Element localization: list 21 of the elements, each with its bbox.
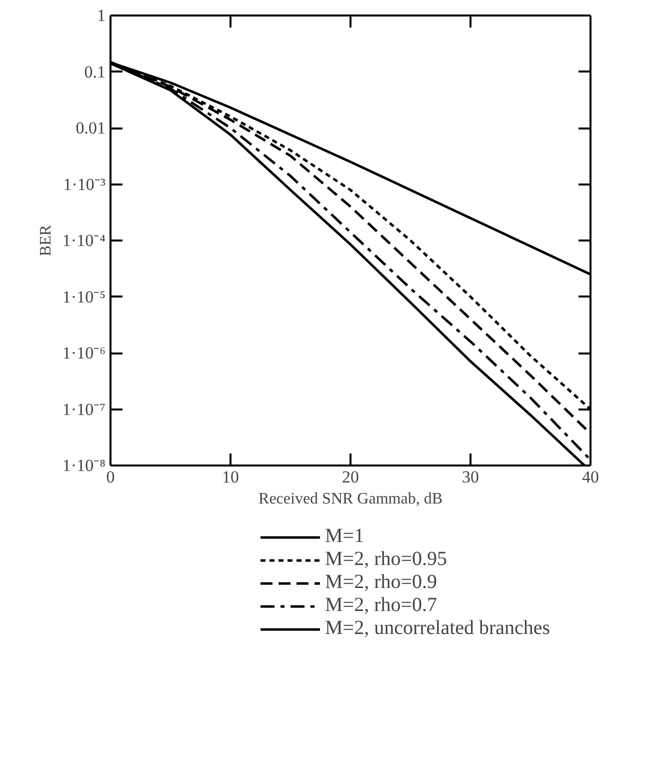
- x-tick-label: 30: [462, 468, 479, 486]
- legend-label: M=2, rho=0.95: [325, 548, 448, 571]
- x-tick-label: 0: [106, 468, 115, 486]
- y-tick-label: 1·10⁻⁵: [62, 287, 106, 306]
- y-tick-label: 1·10⁻⁸: [62, 456, 106, 475]
- legend-label: M=2, rho=0.7: [325, 594, 438, 617]
- x-tick-label: 10: [222, 468, 239, 486]
- x-tick-label: 40: [582, 468, 599, 486]
- y-axis-title: BER: [37, 224, 54, 256]
- legend-label: M=2, uncorrelated branches: [325, 617, 550, 640]
- x-tick-label: 20: [342, 468, 359, 486]
- legend-label: M=1: [325, 525, 364, 548]
- x-axis-title: Received SNR Gammab, dB: [258, 490, 442, 508]
- y-tick-label: 1·10⁻⁴: [62, 231, 106, 250]
- y-tick-label: 1·10⁻³: [63, 174, 106, 194]
- y-tick-label: 0.1: [84, 62, 106, 82]
- y-tick-label: 1: [97, 6, 106, 25]
- y-tick-label: 0.01: [76, 118, 106, 138]
- y-tick-label: 1·10⁻⁷: [62, 400, 106, 419]
- y-tick-label: 1·10⁻⁶: [62, 344, 106, 362]
- legend-label: M=2, rho=0.9: [325, 571, 438, 594]
